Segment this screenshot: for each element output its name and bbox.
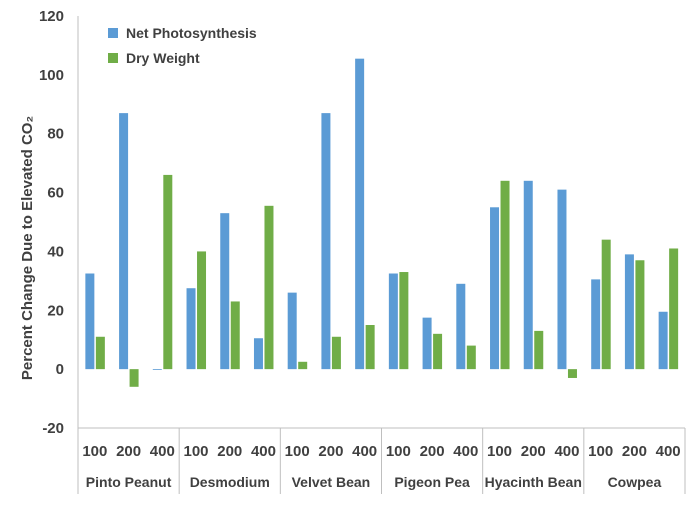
legend-label: Dry Weight (126, 50, 200, 66)
bar-net-photosynthesis (220, 213, 230, 370)
bars (85, 58, 679, 387)
bar-dry-weight (601, 239, 611, 370)
x-group-label: Desmodium (190, 474, 270, 490)
bar-net-photosynthesis (523, 180, 533, 370)
bar-dry-weight (264, 205, 274, 370)
bar-net-photosynthesis (186, 288, 196, 370)
bar-net-photosynthesis (557, 189, 567, 370)
y-tick-label: 60 (47, 185, 64, 202)
y-tick-label: 100 (39, 67, 64, 84)
bar-dry-weight (197, 251, 207, 370)
bar-net-photosynthesis (658, 311, 668, 370)
legend: Net Photosynthesis Dry Weight (108, 25, 257, 66)
x-subcategory-label: 400 (352, 443, 377, 460)
y-axis-label: Percent Change Due to Elevated CO₂ (19, 116, 36, 380)
bar-dry-weight (466, 345, 476, 370)
y-axis-label-group: Percent Change Due to Elevated CO₂ (19, 116, 36, 380)
x-subcategory-label: 200 (622, 443, 647, 460)
bar-dry-weight (534, 330, 544, 370)
x-labels: 100 200 400 Pinto Peanut 100 200 400 Desmodium 1… (82, 443, 680, 490)
x-group-label: Cowpea (608, 474, 662, 490)
bar-dry-weight (95, 336, 105, 370)
bar-net-photosynthesis (287, 292, 297, 370)
bar-net-photosynthesis (152, 369, 162, 370)
bar-dry-weight (230, 301, 240, 370)
y-tick-label: 120 (39, 8, 64, 25)
bar-net-photosynthesis (85, 273, 95, 370)
bar-dry-weight (567, 369, 577, 378)
x-subcategory-label: 400 (251, 443, 276, 460)
x-group-label: Pigeon Pea (394, 474, 470, 490)
bar-net-photosynthesis (422, 317, 432, 370)
x-subcategory-label: 400 (656, 443, 681, 460)
x-subcategory-label: 100 (285, 443, 310, 460)
bar-net-photosynthesis (321, 113, 331, 370)
x-subcategory-label: 100 (184, 443, 209, 460)
bar-dry-weight (129, 369, 139, 387)
bar-dry-weight (163, 174, 173, 370)
bar-dry-weight (669, 248, 679, 370)
bar-net-photosynthesis (388, 273, 398, 370)
x-subcategory-label: 200 (116, 443, 141, 460)
bar-net-photosynthesis (624, 254, 634, 370)
x-subcategory-label: 200 (318, 443, 343, 460)
y-tick-label: 40 (47, 243, 64, 260)
bar-dry-weight (331, 336, 341, 370)
x-subcategory-label: 200 (420, 443, 445, 460)
bar-dry-weight (635, 260, 645, 370)
legend-label: Net Photosynthesis (126, 25, 257, 41)
x-subcategory-label: 100 (588, 443, 613, 460)
bar-net-photosynthesis (591, 279, 601, 370)
x-subcategory-label: 400 (453, 443, 478, 460)
bar-dry-weight (298, 361, 308, 370)
x-subcategory-label: 100 (82, 443, 107, 460)
bar-dry-weight (433, 333, 443, 370)
y-tick-label: -20 (42, 420, 64, 437)
x-group-label: Velvet Bean (292, 474, 371, 490)
y-tick-label: 0 (56, 361, 64, 378)
axes (77, 16, 686, 494)
bar-net-photosynthesis (456, 283, 466, 370)
x-subcategory-label: 100 (487, 443, 512, 460)
bar-net-photosynthesis (253, 338, 263, 370)
y-tick-label: 20 (47, 302, 64, 319)
x-subcategory-label: 200 (217, 443, 242, 460)
x-subcategory-label: 100 (386, 443, 411, 460)
bar-net-photosynthesis (355, 58, 365, 370)
y-tick-label: 80 (47, 126, 64, 143)
x-group-label: Hyacinth Bean (485, 474, 582, 490)
bar-net-photosynthesis (119, 113, 129, 370)
bar-dry-weight (365, 325, 375, 370)
x-subcategory-label: 200 (521, 443, 546, 460)
x-group-label: Pinto Peanut (86, 474, 172, 490)
bar-net-photosynthesis (490, 207, 500, 370)
y-ticks: -20 0 20 40 60 80 100 120 (39, 8, 64, 437)
bar-dry-weight (399, 272, 409, 370)
x-subcategory-label: 400 (150, 443, 175, 460)
legend-swatch (108, 28, 118, 38)
bar-dry-weight (500, 180, 510, 370)
legend-swatch (108, 53, 118, 63)
x-subcategory-label: 400 (554, 443, 579, 460)
